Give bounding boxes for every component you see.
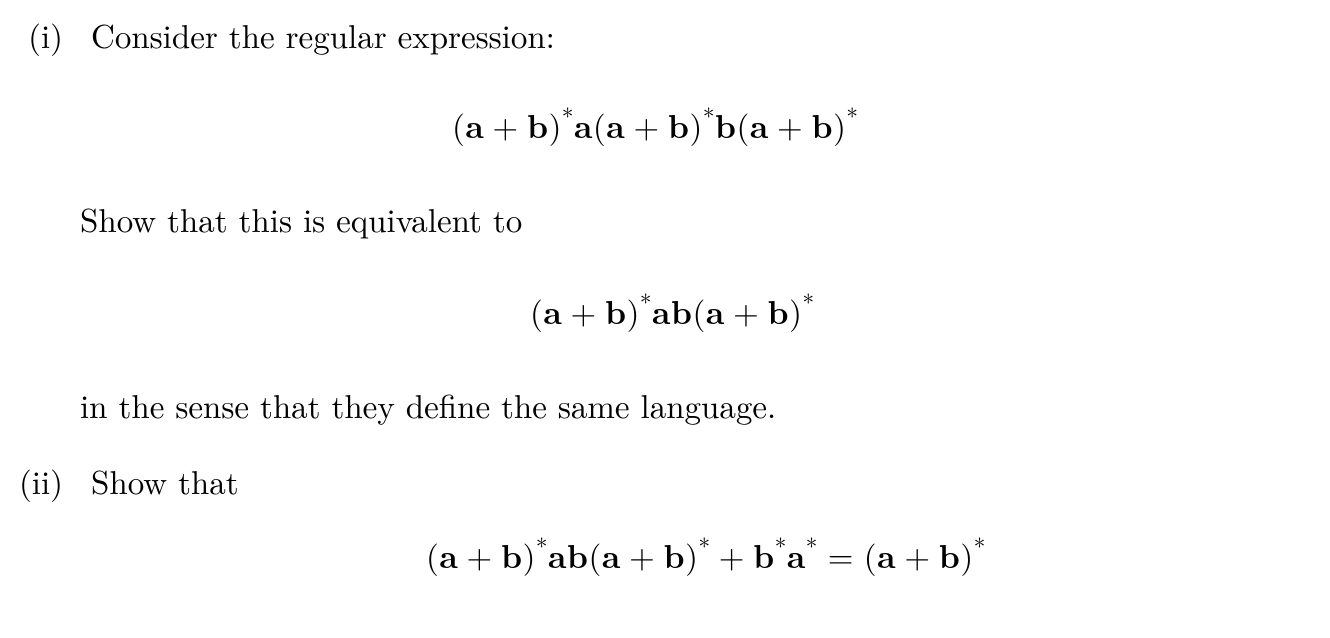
expression-2: (a+b)*ab(a+b)* [530, 287, 814, 334]
item-i-tail: in the sense that they define the same l… [80, 381, 776, 428]
item-ii-row: (ii) Show that [0, 456, 239, 506]
item-i-row: (i) Consider the regular expression: [0, 10, 555, 60]
expression-2-row: (a+b)*ab(a+b)* [530, 286, 814, 336]
expression-3-row: (a+b)*ab(a+b)*+b*a*=(a+b)* [426, 530, 986, 580]
page: (i) Consider the regular expression: (a+… [0, 0, 1330, 638]
expression-1-row: (a+b)*a(a+b)*b(a+b)* [452, 100, 858, 150]
item-i-intro: Consider the regular expression: [74, 11, 555, 58]
item-i-mid-row: Show that this is equivalent to [80, 194, 522, 244]
item-i-tail-row: in the sense that they define the same l… [80, 380, 776, 430]
item-i-label: (i) [0, 10, 63, 60]
expression-1: (a+b)*a(a+b)*b(a+b)* [452, 101, 858, 148]
item-ii-label: (ii) [0, 456, 63, 506]
item-ii-intro: Show that [74, 457, 239, 504]
expression-3: (a+b)*ab(a+b)*+b*a*=(a+b)* [426, 531, 986, 578]
item-i-mid: Show that this is equivalent to [80, 195, 522, 242]
